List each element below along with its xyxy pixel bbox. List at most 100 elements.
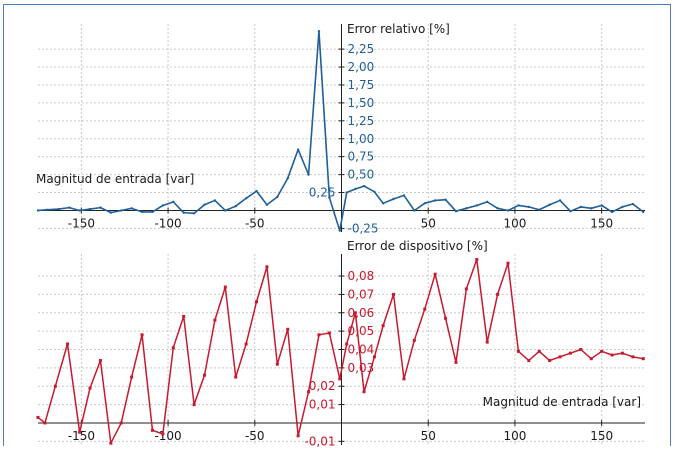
top-y-tick-label: 1,50 — [348, 96, 375, 110]
bottom-series-point — [548, 359, 552, 363]
top-x-tick-label: 150 — [590, 216, 613, 230]
top-series-point — [88, 207, 92, 211]
bottom-series-point — [568, 351, 572, 355]
top-series-point — [120, 209, 123, 212]
bottom-series-point — [464, 287, 468, 291]
bottom-series-point — [558, 355, 562, 359]
bottom-series-point — [631, 355, 635, 359]
bottom-series-point — [265, 265, 269, 269]
top-series-point — [392, 197, 395, 201]
bottom-series-point — [109, 441, 113, 445]
top-x-tick-label: -150 — [68, 216, 95, 230]
top-y-axis-title: Error relativo [%] — [347, 22, 450, 36]
bottom-y-tick-label: 0,05 — [348, 324, 375, 338]
bottom-y-tick-label: 0,02 — [309, 379, 336, 393]
top-series-point — [354, 187, 357, 191]
top-series-point — [328, 196, 331, 199]
bottom-series-point — [130, 375, 134, 379]
bottom-series-point — [475, 258, 479, 262]
top-series-point — [130, 207, 133, 210]
top-x-axis-title: Magnitud de entrada [var] — [36, 172, 194, 186]
bottom-series-point — [620, 351, 624, 355]
top-series-point — [506, 209, 510, 212]
bottom-series-point — [182, 314, 186, 318]
top-series-point — [621, 205, 624, 209]
top-gridlines — [38, 24, 645, 232]
bottom-series-point — [286, 327, 290, 331]
bottom-series-point — [43, 421, 47, 425]
bottom-series-point — [412, 338, 416, 342]
top-series-point — [345, 191, 348, 194]
top-y-tick-label: 0,75 — [348, 150, 375, 164]
top-series-point — [433, 199, 437, 202]
bottom-series-point — [345, 342, 349, 346]
top-series-point — [172, 200, 175, 204]
top-series-point — [182, 211, 185, 214]
top-series-point — [45, 208, 48, 211]
bottom-series-point — [527, 359, 531, 363]
bottom-series-point — [353, 311, 357, 315]
top-series-point — [642, 210, 645, 214]
top-series-point — [244, 197, 248, 200]
top-series-point — [255, 189, 258, 193]
bottom-series-point — [610, 353, 614, 357]
top-y-tick-label: 2,00 — [348, 60, 375, 74]
top-series-point — [234, 204, 237, 208]
top-series-point — [224, 209, 227, 212]
bottom-series-point — [327, 331, 331, 335]
bottom-series-point — [65, 342, 69, 346]
top-series-point — [317, 29, 321, 33]
top-series-point — [454, 210, 458, 213]
top-series-point — [203, 203, 206, 206]
bottom-series-point — [317, 333, 321, 337]
bottom-series-point — [171, 346, 175, 350]
bottom-series-point — [381, 324, 385, 328]
bottom-series-point — [600, 349, 604, 353]
bottom-series-point — [537, 349, 541, 353]
bottom-x-tick-label: 100 — [503, 429, 526, 443]
bottom-y-tick-label: 0,06 — [348, 306, 375, 320]
bottom-x-tick-label: 150 — [590, 429, 613, 443]
top-series-point — [338, 229, 341, 232]
top-series-point — [213, 199, 217, 202]
top-y-tick-label: 0,25 — [309, 186, 336, 200]
bottom-x-axis-title: Magnitud de entrada [var] — [483, 395, 641, 409]
bottom-series-point — [36, 415, 40, 419]
top-x-tick-label: 50 — [421, 216, 436, 230]
top-series-point — [296, 148, 300, 151]
top-series-point — [362, 184, 366, 188]
top-y-tick-label: 2,25 — [348, 42, 375, 56]
top-series-point — [485, 200, 489, 204]
top-y-tick-label: -0,25 — [348, 221, 379, 235]
top-series-point — [475, 204, 478, 207]
bottom-series-point — [506, 261, 510, 265]
top-series-point — [527, 205, 531, 209]
top-series-point — [57, 207, 61, 211]
bottom-series-point — [161, 432, 165, 436]
top-series-point — [579, 205, 583, 209]
bottom-series-point — [255, 300, 259, 304]
bottom-y-tick-label: -0,01 — [304, 434, 335, 448]
top-x-tick-label: -50 — [245, 216, 265, 230]
top-series-point — [161, 204, 165, 207]
top-series-point — [402, 194, 406, 197]
bottom-x-tick-label: -150 — [68, 429, 95, 443]
chart-frame — [3, 4, 671, 446]
top-series-point — [307, 173, 310, 176]
top-series-point — [192, 212, 196, 215]
bottom-series-point — [485, 340, 489, 344]
top-series-point — [558, 199, 562, 202]
bottom-series-point — [307, 390, 311, 394]
top-y-tick-label: 1,75 — [348, 78, 375, 92]
top-x-tick-label: -100 — [154, 216, 181, 230]
bottom-series-point — [296, 434, 300, 438]
top-axes — [38, 24, 645, 232]
bottom-series-point — [392, 292, 396, 296]
bottom-series-point — [579, 348, 583, 351]
top-series-group — [36, 29, 645, 232]
top-series-point — [373, 190, 376, 194]
top-series-point — [631, 202, 635, 206]
bottom-series-point — [362, 390, 366, 394]
top-series-point — [151, 210, 154, 214]
top-tick-labels: -150 -100 -50 50 100 150 2,25 2,00 1,75 1,50 1,25 1… — [68, 42, 613, 235]
